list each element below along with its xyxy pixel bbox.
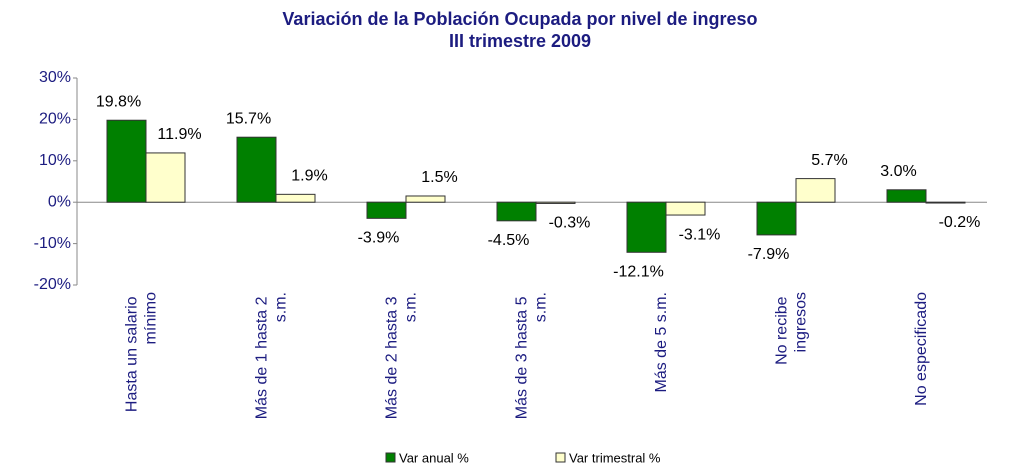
value-label: -4.5% bbox=[488, 232, 530, 249]
legend-label: Var trimestral % bbox=[569, 450, 661, 465]
bar bbox=[925, 201, 966, 204]
x-tick-label: Hasta un salario mínimo bbox=[124, 292, 160, 412]
bar bbox=[496, 201, 537, 222]
value-label: -3.9% bbox=[358, 230, 400, 247]
value-label: 1.5% bbox=[421, 169, 457, 186]
value-label: -12.1% bbox=[613, 264, 664, 281]
bar bbox=[275, 193, 316, 203]
value-label: 1.9% bbox=[291, 168, 327, 185]
y-tick-label: 20% bbox=[39, 111, 71, 128]
value-label: -0.2% bbox=[939, 214, 981, 231]
y-tick-label: 30% bbox=[39, 69, 71, 86]
bar bbox=[795, 178, 836, 203]
bar bbox=[886, 189, 927, 203]
x-tick-label: Más de 5 s.m. bbox=[653, 292, 670, 392]
bar bbox=[106, 119, 147, 203]
y-tick-label: 10% bbox=[39, 152, 71, 169]
legend-swatch bbox=[555, 452, 566, 463]
x-tick-label: No recibe ingresos bbox=[774, 292, 810, 365]
value-label: 3.0% bbox=[880, 163, 916, 180]
x-tick-label: Más de 3 hasta 5 s.m. bbox=[514, 292, 550, 419]
value-label: 15.7% bbox=[226, 110, 271, 127]
bar bbox=[405, 195, 446, 203]
x-tick-label: Más de 2 hasta 3 s.m. bbox=[384, 292, 420, 419]
bar bbox=[535, 201, 576, 204]
bar bbox=[626, 201, 667, 253]
value-label: 19.8% bbox=[96, 93, 141, 110]
y-tick-label: -10% bbox=[34, 235, 71, 252]
bar bbox=[145, 152, 186, 203]
chart-title: Variación de la Población Ocupada por ni… bbox=[282, 9, 757, 29]
value-label: -7.9% bbox=[748, 246, 790, 263]
value-label: 5.7% bbox=[811, 152, 847, 169]
y-tick-label: -20% bbox=[34, 276, 71, 293]
y-tick-label: 0% bbox=[48, 193, 71, 210]
value-label: -0.3% bbox=[549, 215, 591, 232]
bar bbox=[366, 201, 407, 219]
value-label: -3.1% bbox=[679, 226, 721, 243]
x-tick-label: No especificado bbox=[913, 292, 930, 406]
bar bbox=[665, 201, 706, 216]
value-label: 11.9% bbox=[157, 126, 201, 143]
legend-swatch bbox=[385, 452, 396, 463]
bar bbox=[236, 136, 277, 203]
legend-label: Var anual % bbox=[399, 450, 469, 465]
chart-subtitle: III trimestre 2009 bbox=[449, 31, 591, 51]
bar bbox=[756, 201, 797, 236]
x-tick-label: Más de 1 hasta 2 s.m. bbox=[254, 292, 290, 419]
